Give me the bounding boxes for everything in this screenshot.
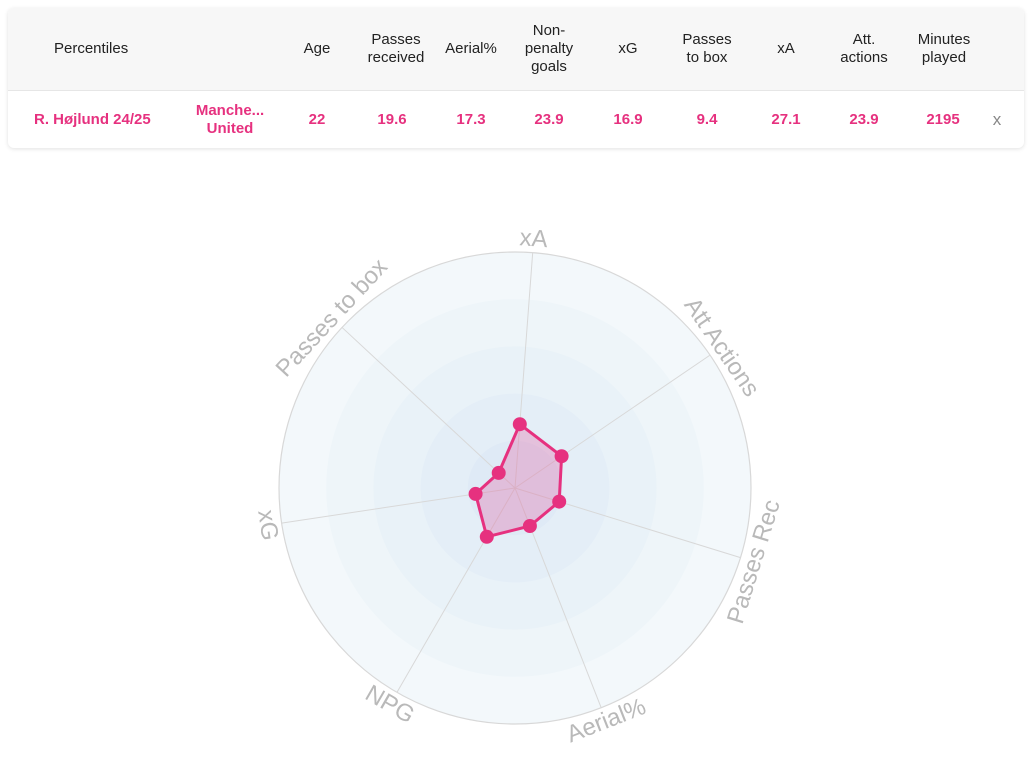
radar-data-point[interactable] (468, 486, 483, 501)
radar-data-point[interactable] (554, 449, 569, 464)
header-minutes: Minutes played (917, 31, 971, 66)
radar-data-point[interactable] (552, 494, 567, 509)
table-header: Percentiles Age Passes received Aerial% … (8, 8, 1024, 91)
radar-spoke (341, 327, 516, 489)
radar-data-point[interactable] (512, 417, 527, 432)
radar-data-point[interactable] (522, 519, 537, 533)
radar-spoke (514, 354, 711, 489)
header-xa: xA (777, 40, 795, 57)
value-xg: 16.9 (613, 110, 643, 128)
value-att-actions: 23.9 (849, 110, 879, 128)
player-name[interactable]: R. Højlund 24/25 (34, 110, 151, 128)
value-npg: 23.9 (534, 110, 564, 128)
value-minutes: 2195 (926, 110, 960, 128)
radar-data-point[interactable] (491, 465, 506, 480)
team-name[interactable]: Manche... United (195, 101, 265, 137)
header-xg: xG (618, 40, 638, 57)
header-passes-received: Passes received (367, 31, 425, 66)
header-npg: Non- penalty goals (524, 22, 574, 75)
value-passes-box: 9.4 (696, 110, 718, 128)
header-age: Age (303, 40, 331, 57)
comparison-table: Percentiles Age Passes received Aerial% … (8, 8, 1024, 148)
radar-spoke (514, 252, 534, 489)
value-age: 22 (308, 110, 326, 128)
header-percentiles: Percentiles (54, 40, 129, 57)
value-xa: 27.1 (771, 110, 801, 128)
value-aerial: 17.3 (456, 110, 486, 128)
table-row: R. Højlund 24/25 Manche... United 22 19.… (8, 91, 1024, 148)
radar-outer-ring (278, 251, 752, 725)
remove-player-button[interactable]: x (992, 109, 1002, 129)
value-passes-received: 19.6 (377, 110, 407, 128)
radar-axis-label: xG (252, 508, 283, 542)
header-att-actions: Att. actions (840, 31, 888, 66)
radar-axis-label: xA (519, 224, 549, 253)
header-passes-box: Passes to box (682, 31, 732, 66)
header-aerial: Aerial% (445, 40, 497, 57)
radar-spoke (396, 487, 516, 693)
radar-data-point[interactable] (479, 529, 494, 544)
